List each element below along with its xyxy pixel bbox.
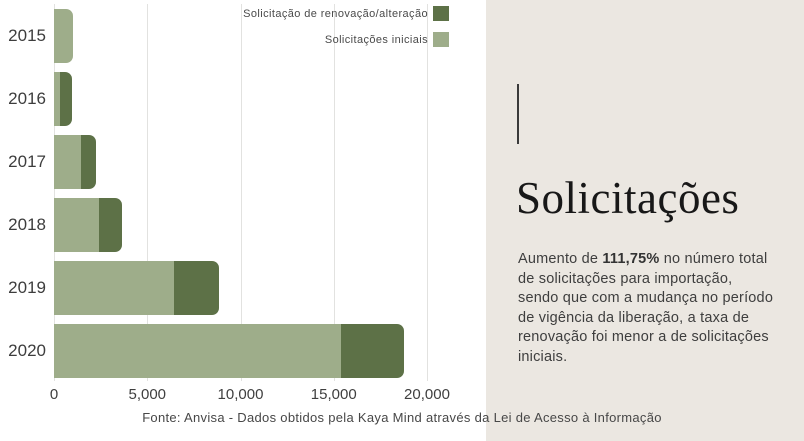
- bar-row-2015: [54, 9, 73, 63]
- legend-swatch-renovacao: [433, 6, 449, 21]
- x-axis-tick-label: 20,000: [404, 386, 450, 403]
- x-axis-tick-label: 5,000: [128, 386, 167, 403]
- decorative-vertical-rule: [517, 84, 519, 144]
- legend-item-renovacao: Solicitação de renovação/alteração: [243, 6, 449, 21]
- y-axis-label-2020: 2020: [8, 341, 46, 360]
- y-axis-label-2019: 2019: [8, 278, 46, 297]
- y-axis-label-2018: 2018: [8, 215, 46, 234]
- x-axis-tick-label: 0: [49, 386, 59, 403]
- gridline-x-5000: [147, 4, 149, 381]
- chart-legend: Solicitação de renovação/alteração Solic…: [243, 6, 449, 47]
- panel-body-prefix: Aumento de: [518, 251, 603, 267]
- panel-title: Solicitações: [516, 173, 740, 223]
- bar-segment-2018-iniciais: [54, 198, 99, 252]
- y-axis-label-2015: 2015: [8, 26, 46, 45]
- bar-segment-2015-iniciais: [54, 9, 73, 63]
- bar-row-2018: [54, 198, 123, 252]
- bar-segment-2019-iniciais: [54, 261, 175, 315]
- legend-label-renovacao: Solicitação de renovação/alteração: [243, 7, 428, 20]
- y-axis-label-2017: 2017: [8, 152, 46, 171]
- gridline-x-15000: [333, 4, 335, 381]
- panel-body-highlight: 111,75%: [602, 251, 660, 267]
- bar-segment-2016-iniciais: [54, 72, 61, 126]
- bar-segment-2017-renovacao: [81, 135, 96, 189]
- x-axis-tick-label: 15,000: [310, 386, 357, 403]
- bar-segment-2018-renovacao: [98, 198, 123, 252]
- x-axis-tick-label: 10,000: [217, 386, 264, 403]
- panel-body-text: Aumento de 111,75% no número total de so…: [518, 250, 776, 367]
- bar-segment-2016-renovacao: [60, 72, 73, 126]
- gridline-x-0: [54, 4, 55, 381]
- legend-swatch-iniciais: [433, 32, 449, 47]
- source-attribution: Fonte: Anvisa - Dados obtidos pela Kaya …: [142, 410, 662, 425]
- bar-segment-2017-iniciais: [54, 135, 82, 189]
- bar-row-2020: [54, 324, 404, 378]
- legend-item-iniciais: Solicitações iniciais: [325, 32, 449, 47]
- gridline-x-10000: [240, 4, 242, 381]
- gridline-x-20000: [427, 4, 428, 381]
- bar-segment-2020-iniciais: [54, 324, 342, 378]
- y-axis-label-2016: 2016: [8, 89, 46, 108]
- bar-segment-2019-renovacao: [174, 261, 220, 315]
- legend-label-iniciais: Solicitações iniciais: [324, 33, 428, 46]
- panel-body-suffix: no número total de solicitações para imp…: [518, 251, 774, 365]
- bar-row-2019: [54, 261, 220, 315]
- side-panel: Solicitações Aumento de 111,75% no númer…: [486, 0, 804, 441]
- bar-row-2017: [54, 135, 96, 189]
- bar-segment-2020-renovacao: [341, 324, 404, 378]
- bar-row-2016: [54, 72, 73, 126]
